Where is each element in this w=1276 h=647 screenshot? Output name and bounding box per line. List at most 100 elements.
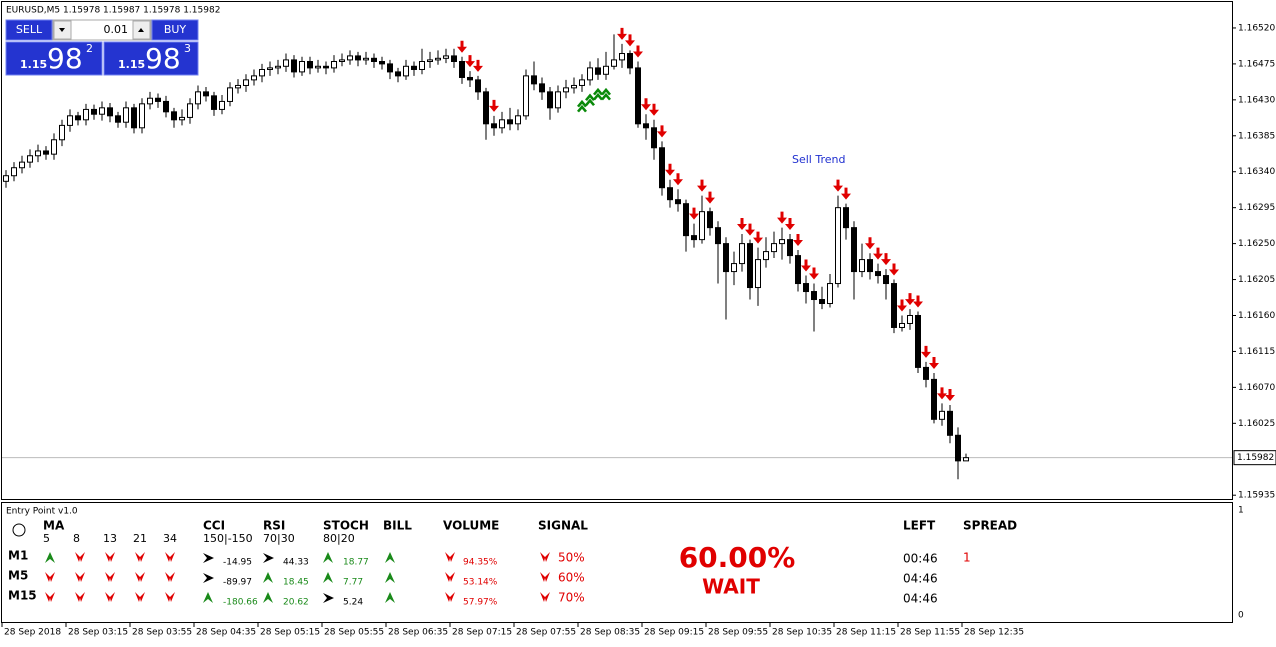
- candle-body: [787, 239, 793, 257]
- signal-value: 70%: [558, 591, 585, 605]
- x-tick-label: 28 Sep 03:55: [132, 628, 192, 638]
- candle-body: [451, 55, 457, 63]
- column-header: MA: [43, 519, 65, 533]
- candle-body: [163, 100, 169, 113]
- result: 60.00%: [679, 541, 796, 574]
- candle-body: [243, 79, 249, 86]
- trend-icon: [75, 572, 85, 582]
- candle-body: [315, 65, 321, 69]
- candle-body: [339, 59, 345, 63]
- candle-body: [699, 211, 705, 241]
- candle-body: [867, 259, 873, 273]
- sell-button[interactable]: [5, 19, 53, 41]
- rsi-value: 18.45: [283, 578, 309, 588]
- candle-body: [667, 187, 673, 201]
- trend-icon: [323, 552, 333, 563]
- sell-price-box[interactable]: [5, 41, 103, 76]
- candle-body: [355, 55, 361, 61]
- candle-body: [827, 283, 833, 305]
- trend-icon: [323, 593, 334, 603]
- rsi-value: 20.62: [283, 598, 309, 608]
- candle-body: [643, 123, 649, 129]
- candle-body: [571, 84, 577, 89]
- x-tick-label: 28 Sep 11:55: [900, 628, 960, 638]
- timeframe: M1: [8, 549, 28, 563]
- candle-body: [739, 243, 745, 265]
- settings-icon[interactable]: [12, 523, 26, 537]
- trend-icon: [385, 552, 395, 563]
- candle-body: [883, 275, 889, 285]
- candle-body: [523, 75, 529, 117]
- candle-body: [939, 410, 945, 420]
- signal-value: 60%: [558, 571, 585, 585]
- candle-body: [547, 91, 553, 109]
- sell-arrow: [657, 125, 667, 138]
- sell-arrow: [617, 27, 627, 40]
- trend-icon: [385, 592, 395, 603]
- volume-value: 94.35%: [463, 558, 498, 568]
- x-tick-label: 28 Sep 04:35: [196, 628, 256, 638]
- sell-arrow: [489, 99, 499, 112]
- candle-body: [75, 115, 81, 121]
- candle-body: [659, 147, 665, 189]
- y-tick-label: 1.16160: [1238, 311, 1275, 321]
- candle-body: [107, 107, 113, 117]
- trend-icon: [135, 572, 145, 582]
- sell-label[interactable]: SELL: [16, 23, 43, 36]
- buy-arrow: [577, 99, 587, 113]
- trend-icon: [165, 572, 175, 582]
- trend-icon: [263, 572, 273, 583]
- x-tick-label: 28 Sep 06:35: [388, 628, 448, 638]
- buy-button[interactable]: [151, 19, 199, 41]
- candle-body: [819, 299, 825, 305]
- lot-value[interactable]: 0.01: [104, 23, 129, 36]
- candle-body: [11, 167, 17, 177]
- sell-arrow: [689, 207, 699, 220]
- chart-frame: [1, 1, 1233, 500]
- candle-body: [811, 291, 817, 301]
- trend-icon: [75, 592, 85, 602]
- lot-box[interactable]: [52, 19, 152, 41]
- buy-label[interactable]: BUY: [164, 23, 187, 36]
- x-tick-label: 28 Sep 10:35: [772, 628, 832, 638]
- candle-body: [563, 87, 569, 93]
- candle-body: [155, 97, 161, 102]
- candle-body: [723, 243, 729, 273]
- ma-period: 13: [103, 532, 117, 545]
- sell-arrow: [873, 247, 883, 260]
- candle-body: [675, 199, 681, 205]
- sell-pips: 98: [47, 42, 83, 75]
- stoch-value: 18.77: [343, 558, 369, 568]
- sell-arrow: [801, 259, 811, 272]
- candle-body: [475, 79, 481, 93]
- candle-body: [179, 116, 185, 121]
- candle-body: [379, 61, 385, 65]
- x-tick-label: 28 Sep 09:55: [708, 628, 768, 638]
- candle-body: [915, 314, 921, 368]
- candle-body: [171, 111, 177, 121]
- sell-arrow: [913, 295, 923, 308]
- column-header: SIGNAL: [538, 519, 588, 533]
- candle-body: [555, 91, 561, 109]
- candle-body: [371, 57, 377, 63]
- candle-body: [587, 67, 593, 81]
- sell-big: 1.15: [20, 58, 47, 71]
- sell-arrow: [905, 293, 915, 306]
- window-title: EURUSD,M5 1.15978 1.15987 1.15978 1.1598…: [6, 6, 220, 16]
- buy-price-box[interactable]: [103, 41, 199, 76]
- candle-body: [459, 61, 465, 78]
- trend-icon: [540, 552, 550, 562]
- ma-period: 21: [133, 532, 147, 545]
- status: WAIT: [702, 575, 760, 599]
- candle-body: [731, 263, 737, 273]
- candle-body: [603, 65, 609, 75]
- trend-icon: [445, 552, 455, 562]
- sell-arrow: [881, 253, 891, 266]
- candle-body: [51, 139, 57, 155]
- stoch-value: 7.77: [343, 578, 363, 588]
- candle-body: [507, 119, 513, 125]
- candle-body: [931, 378, 937, 420]
- sell-arrow: [929, 357, 939, 370]
- sell-arrow: [633, 45, 643, 58]
- x-tick-label: 28 Sep 05:55: [324, 628, 384, 638]
